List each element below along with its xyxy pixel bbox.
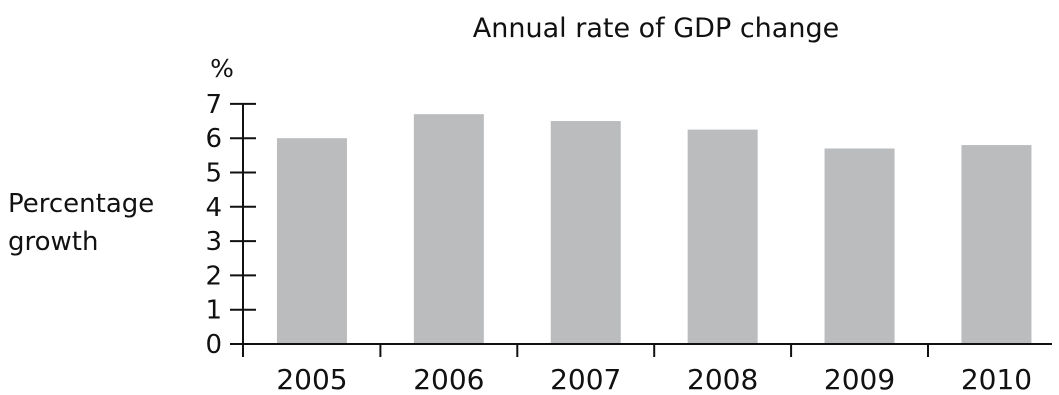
- x-tick-label: 2010: [961, 363, 1032, 395]
- bar-2006: [413, 114, 484, 344]
- y-tick-label: 0: [205, 330, 222, 360]
- y-tick-label: 5: [205, 159, 222, 189]
- x-tick-label: 2009: [824, 363, 895, 395]
- x-tick-label: 2008: [687, 363, 758, 395]
- chart-title: Annual rate of GDP change: [473, 13, 839, 44]
- x-tick-label: 2006: [413, 363, 484, 395]
- y-tick-label: 3: [205, 227, 222, 257]
- y-tick-label: 4: [205, 193, 222, 223]
- bar-2010: [961, 145, 1032, 344]
- y-tick-label: 6: [205, 124, 222, 154]
- y-tick-label: 2: [205, 261, 222, 291]
- y-axis-label-line-2: growth: [8, 227, 98, 257]
- bar-2008: [687, 129, 758, 344]
- bar-2005: [276, 138, 347, 344]
- y-axis-ticks: 0 1 2 3 4 5 6 7: [205, 90, 256, 360]
- bars: [276, 114, 1032, 344]
- y-axis-label-line-1: Percentage: [8, 189, 154, 219]
- x-tick-label: 2005: [276, 363, 347, 395]
- y-tick-label: 1: [205, 296, 222, 326]
- bar-2007: [550, 121, 621, 344]
- y-unit-label: %: [210, 54, 234, 83]
- x-tick-label: 2007: [550, 363, 621, 395]
- bar-2009: [824, 148, 895, 344]
- x-axis-ticks: 2005 2006 2007 2008 2009 2010: [242, 344, 1032, 395]
- y-tick-label: 7: [205, 90, 222, 120]
